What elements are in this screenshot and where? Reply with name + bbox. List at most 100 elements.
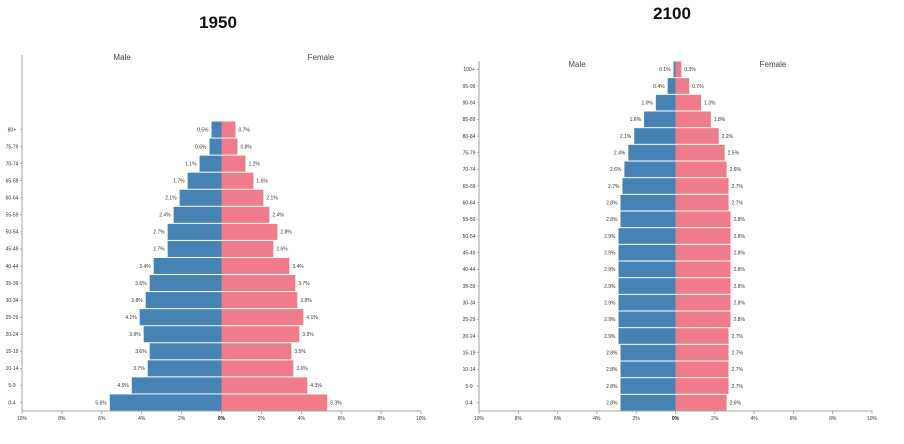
male-bar: [644, 111, 676, 128]
male-value-label: 3.4%: [139, 264, 151, 270]
male-value-label: 2.7%: [153, 247, 165, 253]
female-bar: [675, 144, 725, 161]
age-group-label: 25-29: [463, 317, 476, 323]
female-bar: [675, 378, 729, 394]
male-value-label: 2.4%: [614, 150, 626, 156]
male-value-label: 0.6%: [195, 144, 207, 150]
male-bar: [131, 377, 222, 394]
male-value-label: 1.0%: [641, 100, 653, 106]
female-bar: [675, 311, 731, 328]
male-bar: [179, 189, 222, 206]
x-tick-label: 0%: [672, 416, 680, 422]
female-value-label: 2.8%: [280, 230, 292, 236]
male-bar: [618, 244, 676, 261]
female-value-label: 2.8%: [734, 217, 746, 223]
age-group-label: 35-39: [463, 284, 476, 290]
age-group-label: 80-84: [463, 134, 476, 140]
male-bar: [618, 278, 676, 294]
male-bar: [655, 94, 676, 111]
female-value-label: 2.6%: [276, 247, 288, 253]
x-tick-label: 4%: [298, 416, 306, 422]
x-tick-label: 0%: [218, 416, 226, 422]
age-group-label: 20-24: [6, 332, 19, 338]
female-value-label: 3.5%: [294, 349, 306, 355]
male-bar: [673, 61, 676, 78]
female-value-label: 2.6%: [730, 167, 742, 173]
female-bar: [675, 328, 729, 344]
female-value-label: 2.8%: [734, 300, 746, 306]
female-value-label: 2.4%: [272, 213, 284, 219]
age-group-label: 50-54: [463, 234, 476, 240]
male-value-label: 0.1%: [659, 67, 671, 73]
age-group-label: 55-59: [463, 217, 476, 223]
female-bar: [675, 78, 690, 94]
male-bar: [620, 194, 676, 211]
age-group-label: 45-49: [6, 247, 19, 253]
female-bar: [675, 294, 731, 311]
x-tick-label: 8%: [377, 416, 385, 422]
male-label: Male: [113, 53, 131, 62]
female-bar: [221, 172, 254, 189]
female-value-label: 2.7%: [732, 200, 744, 206]
female-value-label: 2.7%: [732, 334, 744, 340]
age-group-label: 60-64: [6, 196, 19, 202]
male-value-label: 3.8%: [131, 298, 143, 304]
female-bar: [675, 278, 731, 294]
male-value-label: 2.9%: [604, 250, 616, 256]
male-value-label: 2.8%: [606, 384, 618, 390]
chart-title: 1950: [199, 13, 237, 32]
age-group-label: 30-34: [6, 298, 19, 304]
age-group-label: 75-79: [463, 150, 476, 156]
age-group-label: 25-29: [6, 315, 19, 321]
male-bar: [139, 309, 222, 326]
age-group-label: 30-34: [463, 300, 476, 306]
male-value-label: 3.6%: [135, 349, 147, 355]
x-tick-label: 10%: [416, 416, 427, 422]
age-group-label: 55-59: [6, 213, 19, 219]
age-group-label: 20-24: [463, 334, 476, 340]
female-value-label: 2.1%: [266, 196, 278, 202]
age-group-label: 65-69: [6, 179, 19, 185]
male-bar: [618, 328, 676, 344]
male-bar: [618, 228, 676, 244]
female-bar: [675, 94, 702, 111]
female-value-label: 1.8%: [714, 117, 726, 123]
chart-title: 2100: [653, 4, 691, 23]
female-bar: [221, 257, 290, 275]
male-bar: [620, 378, 676, 394]
male-bar: [167, 240, 222, 257]
female-bar: [675, 244, 731, 261]
female-bar: [675, 261, 731, 278]
x-tick-label: 2%: [178, 416, 186, 422]
x-tick-label: 6%: [790, 416, 798, 422]
x-tick-label: 6%: [98, 416, 106, 422]
male-bar: [620, 211, 676, 228]
male-bar: [667, 78, 676, 94]
male-value-label: 3.7%: [133, 366, 145, 372]
male-bar: [109, 394, 222, 411]
age-group-label: 75-79: [6, 144, 19, 150]
age-group-label: 10-14: [463, 367, 476, 373]
male-value-label: 2.9%: [604, 284, 616, 290]
x-tick-label: 8%: [829, 416, 837, 422]
female-bar: [675, 61, 682, 78]
age-group-label: 70-74: [6, 161, 19, 167]
female-value-label: 5.3%: [330, 400, 342, 406]
female-value-label: 2.5%: [728, 150, 740, 156]
male-value-label: 2.9%: [604, 234, 616, 240]
female-label: Female: [760, 60, 787, 69]
male-bar: [618, 261, 676, 278]
female-bar: [675, 361, 729, 378]
female-label: Female: [308, 53, 335, 62]
age-group-label: 5-9: [8, 383, 15, 389]
male-value-label: 2.9%: [604, 317, 616, 323]
male-value-label: 2.4%: [159, 213, 171, 219]
female-value-label: 3.9%: [302, 332, 314, 338]
male-value-label: 2.6%: [610, 167, 622, 173]
male-value-label: 2.8%: [606, 217, 618, 223]
female-bar: [221, 309, 304, 326]
age-group-label: 40-44: [463, 267, 476, 273]
male-bar: [145, 292, 222, 309]
female-value-label: 3.8%: [300, 298, 312, 304]
female-value-label: 2.2%: [722, 134, 734, 140]
